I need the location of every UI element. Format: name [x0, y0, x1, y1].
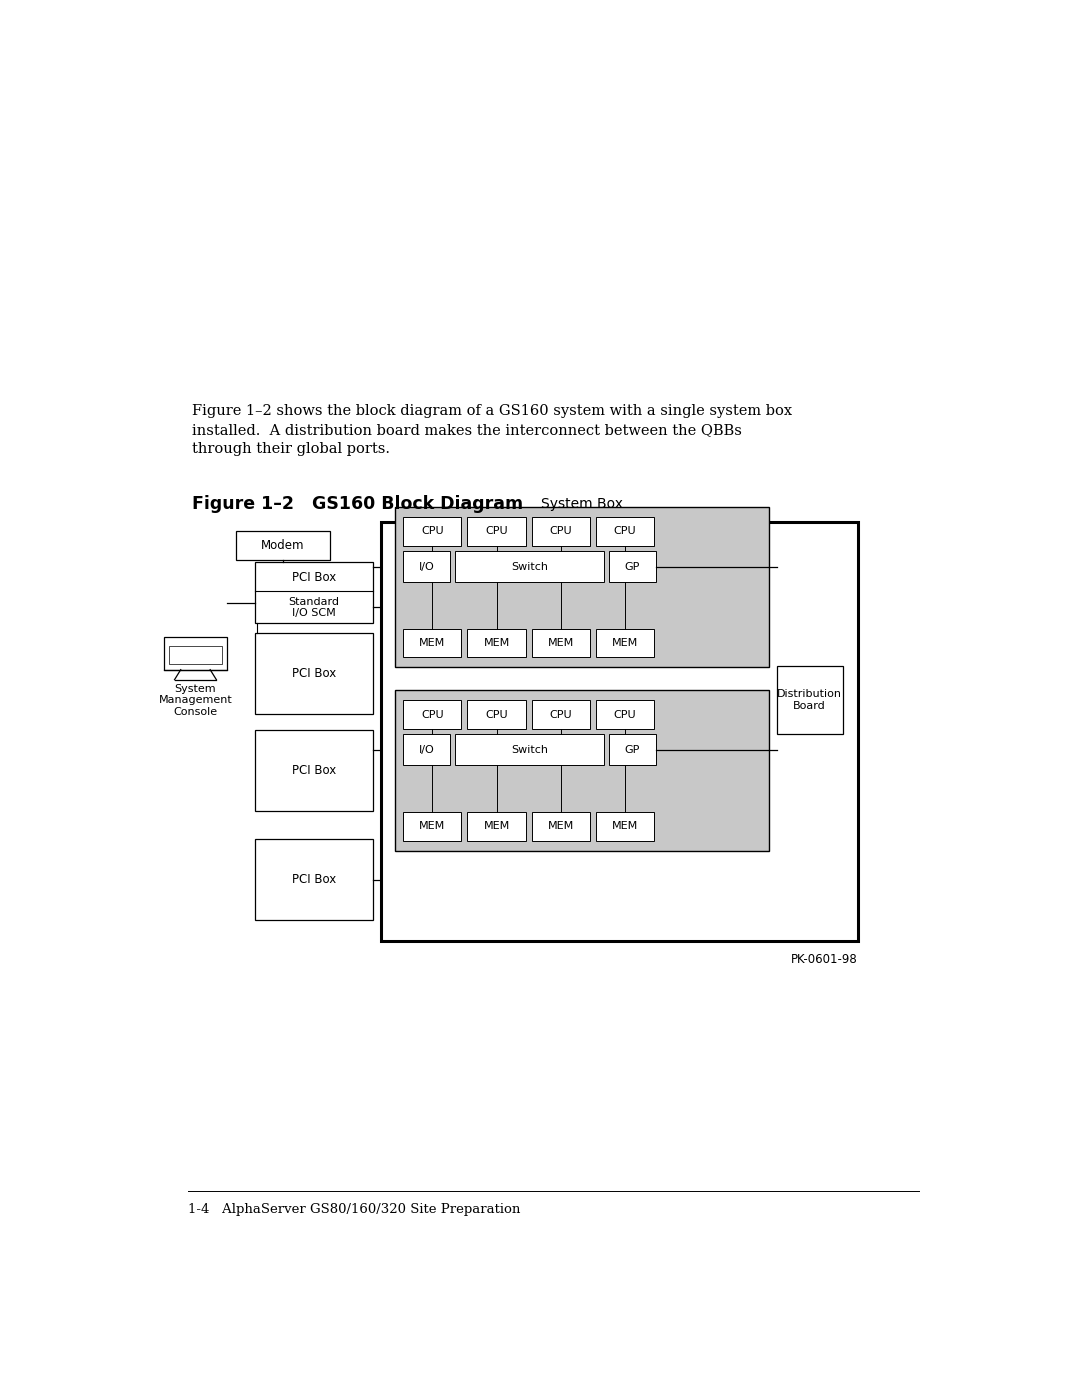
Bar — [381, 522, 859, 942]
Bar — [531, 629, 590, 658]
Bar — [468, 700, 526, 729]
Bar — [455, 550, 604, 583]
Bar — [468, 517, 526, 546]
Bar — [403, 629, 461, 658]
Text: GP: GP — [625, 745, 640, 754]
Text: 1-4   AlphaServer GS80/160/320 Site Preparation: 1-4 AlphaServer GS80/160/320 Site Prepar… — [188, 1203, 521, 1217]
Bar — [403, 517, 461, 546]
Text: CPU: CPU — [613, 710, 636, 719]
Bar — [235, 531, 330, 560]
Bar — [609, 735, 656, 766]
Text: CPU: CPU — [550, 527, 572, 536]
Text: MEM: MEM — [548, 821, 573, 831]
Text: Modem: Modem — [261, 539, 305, 552]
Text: PK-0601-98: PK-0601-98 — [792, 953, 859, 967]
Text: Figure 1–2   GS160 Block Diagram: Figure 1–2 GS160 Block Diagram — [191, 495, 523, 513]
Bar — [403, 700, 461, 729]
Bar — [395, 507, 769, 668]
Text: GP: GP — [625, 562, 640, 571]
Bar — [596, 700, 654, 729]
Text: MEM: MEM — [548, 638, 573, 648]
Bar — [531, 812, 590, 841]
Bar — [403, 550, 449, 583]
Text: CPU: CPU — [550, 710, 572, 719]
Bar — [164, 637, 227, 669]
Text: Switch: Switch — [511, 562, 548, 571]
Text: PCI Box: PCI Box — [292, 764, 336, 777]
Bar — [403, 812, 461, 841]
Bar — [531, 700, 590, 729]
Bar — [596, 629, 654, 658]
Text: MEM: MEM — [419, 821, 445, 831]
Text: I/O: I/O — [419, 562, 434, 571]
Bar — [596, 517, 654, 546]
Text: Figure 1–2 shows the block diagram of a GS160 system with a single system box
in: Figure 1–2 shows the block diagram of a … — [191, 404, 792, 455]
Text: MEM: MEM — [419, 638, 445, 648]
Bar — [170, 645, 221, 665]
Bar — [777, 666, 842, 733]
Text: MEM: MEM — [612, 821, 638, 831]
Text: PCI Box: PCI Box — [292, 571, 336, 584]
Text: CPU: CPU — [421, 527, 444, 536]
Bar — [255, 729, 373, 810]
Bar — [596, 812, 654, 841]
Text: I/O: I/O — [419, 745, 434, 754]
Text: CPU: CPU — [485, 527, 508, 536]
Text: System Box: System Box — [541, 497, 623, 511]
Bar — [455, 735, 604, 766]
Text: MEM: MEM — [484, 821, 510, 831]
Text: PCI Box: PCI Box — [292, 873, 336, 886]
Text: System
Management
Console: System Management Console — [159, 683, 232, 717]
Bar — [609, 550, 656, 583]
Text: Standard
I/O SCM: Standard I/O SCM — [288, 597, 339, 617]
Bar — [255, 562, 373, 623]
Text: CPU: CPU — [421, 710, 444, 719]
Text: PCI Box: PCI Box — [292, 666, 336, 680]
Bar — [395, 690, 769, 851]
Bar — [468, 629, 526, 658]
Text: MEM: MEM — [484, 638, 510, 648]
Text: MEM: MEM — [612, 638, 638, 648]
Bar — [403, 735, 449, 766]
Text: CPU: CPU — [485, 710, 508, 719]
Bar — [468, 812, 526, 841]
Bar — [255, 840, 373, 921]
Text: CPU: CPU — [613, 527, 636, 536]
Text: Switch: Switch — [511, 745, 548, 754]
Bar — [255, 633, 373, 714]
Bar — [531, 517, 590, 546]
Text: Distribution
Board: Distribution Board — [778, 689, 842, 711]
